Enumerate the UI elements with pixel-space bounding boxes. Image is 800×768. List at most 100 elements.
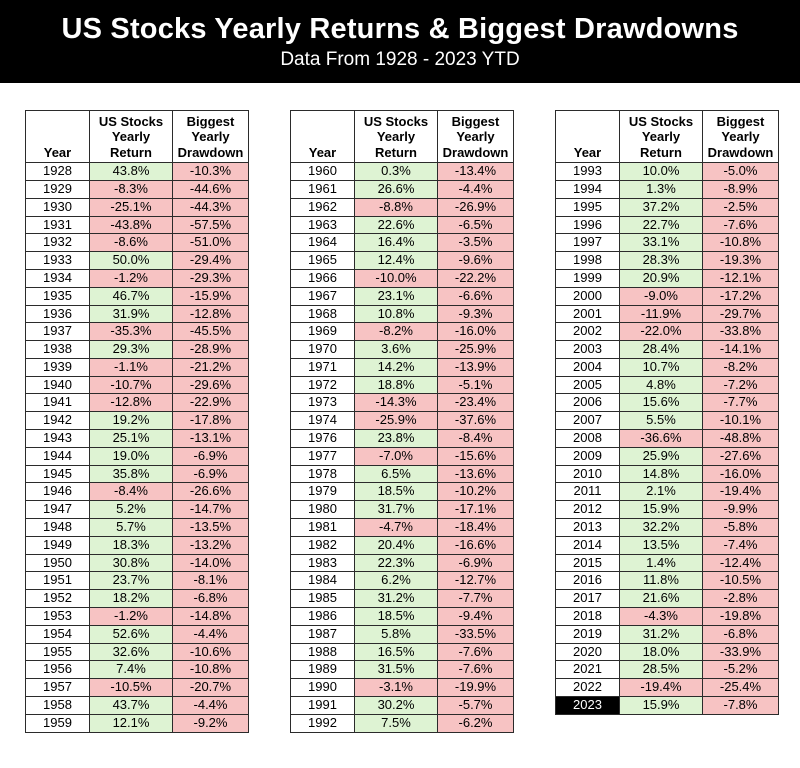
drawdown-cell: -6.8% (702, 624, 779, 644)
table-row: 1998 28.3% -19.3% (555, 251, 779, 270)
return-cell: 30.2% (354, 696, 438, 715)
table-row: 1956 7.4% -10.8% (25, 660, 249, 680)
return-cell: -14.3% (354, 393, 438, 413)
return-cell: 25.9% (619, 446, 703, 466)
return-cell: -8.3% (89, 179, 173, 199)
year-cell: 1951 (25, 571, 90, 591)
table-row: 1989 31.5% -7.6% (290, 660, 514, 680)
table-row: 1965 12.4% -9.6% (290, 251, 514, 270)
return-cell: 13.5% (619, 535, 703, 555)
return-cell: 18.5% (354, 607, 438, 626)
year-cell: 1986 (290, 607, 355, 626)
year-cell: 1999 (555, 268, 620, 288)
drawdown-cell: -23.4% (437, 393, 514, 413)
year-cell: 2021 (555, 660, 620, 680)
drawdown-cell: -33.9% (702, 642, 779, 662)
drawdown-cell: -45.5% (172, 322, 249, 342)
year-cell: 1998 (555, 251, 620, 270)
return-cell: 16.5% (354, 642, 438, 662)
return-cell: 18.2% (89, 589, 173, 609)
return-cell: 30.8% (89, 553, 173, 573)
table-row: 1954 52.6% -4.4% (25, 624, 249, 644)
year-cell: 1964 (290, 233, 355, 253)
table-row: 1979 18.5% -10.2% (290, 482, 514, 502)
drawdown-cell: -6.9% (172, 464, 249, 484)
table-row: 2017 21.6% -2.8% (555, 589, 779, 609)
header-row: Year US Stocks Yearly Return Biggest Yea… (555, 110, 779, 164)
year-cell: 1957 (25, 678, 90, 698)
year-cell: 2010 (555, 464, 620, 484)
drawdown-cell: -16.6% (437, 535, 514, 555)
table-header: Year US Stocks Yearly Return Biggest Yea… (555, 110, 779, 164)
return-cell: 50.0% (89, 251, 173, 270)
return-cell: -10.7% (89, 375, 173, 395)
drawdown-cell: -26.6% (172, 482, 249, 502)
drawdown-cell: -22.2% (437, 268, 514, 288)
table-row: 1953 -1.2% -14.8% (25, 607, 249, 626)
drawdown-cell: -4.4% (437, 179, 514, 199)
return-cell: 6.5% (354, 464, 438, 484)
year-cell: 1996 (555, 215, 620, 235)
table-row: 1981 -4.7% -18.4% (290, 518, 514, 537)
return-cell: 5.8% (354, 624, 438, 644)
return-cell: 33.1% (619, 233, 703, 253)
year-cell: 1977 (290, 446, 355, 466)
year-cell: 1993 (555, 162, 620, 181)
drawdown-cell: -33.8% (702, 322, 779, 342)
table-header: Year US Stocks Yearly Return Biggest Yea… (290, 110, 514, 164)
year-cell: 1979 (290, 482, 355, 502)
return-cell: 28.5% (619, 660, 703, 680)
return-cell: 14.2% (354, 357, 438, 377)
year-cell: 1983 (290, 553, 355, 573)
table-row: 1963 22.6% -6.5% (290, 215, 514, 235)
year-cell: 1941 (25, 393, 90, 413)
year-cell: 1987 (290, 624, 355, 644)
return-cell: 32.6% (89, 642, 173, 662)
table-row: 1997 33.1% -10.8% (555, 233, 779, 253)
return-cell: 31.2% (619, 624, 703, 644)
return-cell: -22.0% (619, 322, 703, 342)
table-row: 1999 20.9% -12.1% (555, 268, 779, 288)
year-cell: 1992 (290, 713, 355, 733)
table-row: 2002 -22.0% -33.8% (555, 322, 779, 342)
year-cell: 1981 (290, 518, 355, 537)
drawdown-cell: -44.3% (172, 197, 249, 217)
year-cell: 1989 (290, 660, 355, 680)
year-cell: 1935 (25, 286, 90, 306)
return-cell: 28.3% (619, 251, 703, 270)
table-header: Year US Stocks Yearly Return Biggest Yea… (25, 110, 249, 164)
return-cell: 23.1% (354, 286, 438, 306)
year-cell: 1990 (290, 678, 355, 698)
drawdown-cell: -48.8% (702, 429, 779, 448)
table-row: 1995 37.2% -2.5% (555, 197, 779, 217)
return-cell: -1.2% (89, 268, 173, 288)
drawdown-cell: -7.7% (702, 393, 779, 413)
year-cell: 1947 (25, 500, 90, 520)
year-cell: 2013 (555, 518, 620, 537)
drawdown-cell: -10.5% (702, 571, 779, 591)
column-header-drawdown: Biggest Yearly Drawdown (702, 110, 779, 164)
return-cell: 22.6% (354, 215, 438, 235)
drawdown-cell: -4.4% (172, 696, 249, 715)
table-row: 1957 -10.5% -20.7% (25, 678, 249, 698)
drawdown-cell: -7.6% (702, 215, 779, 235)
table-row: 1958 43.7% -4.4% (25, 696, 249, 715)
year-cell: 1978 (290, 464, 355, 484)
table-row: 1939 -1.1% -21.2% (25, 357, 249, 377)
return-cell: -8.6% (89, 233, 173, 253)
drawdown-cell: -7.2% (702, 375, 779, 395)
table-row: 1985 31.2% -7.7% (290, 589, 514, 609)
table-row: 1937 -35.3% -45.5% (25, 322, 249, 342)
return-cell: 23.7% (89, 571, 173, 591)
year-cell: 2008 (555, 429, 620, 448)
header-row: Year US Stocks Yearly Return Biggest Yea… (290, 110, 514, 164)
year-cell: 1928 (25, 162, 90, 181)
year-cell: 1948 (25, 518, 90, 537)
drawdown-cell: -2.8% (702, 589, 779, 609)
year-cell: 2017 (555, 589, 620, 609)
year-cell: 1952 (25, 589, 90, 609)
drawdown-cell: -29.6% (172, 375, 249, 395)
return-cell: 3.6% (354, 340, 438, 359)
year-cell: 2004 (555, 357, 620, 377)
year-cell: 1953 (25, 607, 90, 626)
